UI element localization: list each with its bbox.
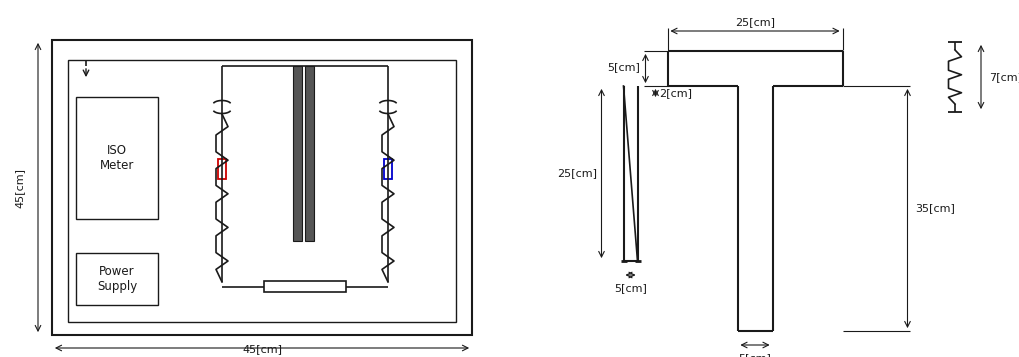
Text: 25[cm]: 25[cm] — [735, 17, 774, 27]
Text: 45[cm]: 45[cm] — [242, 344, 281, 354]
Text: 45[cm]: 45[cm] — [15, 167, 25, 207]
Bar — [293, 66, 303, 241]
Bar — [76, 97, 158, 219]
Text: 35[cm]: 35[cm] — [915, 203, 955, 213]
Text: 25[cm]: 25[cm] — [557, 169, 597, 178]
Text: 5[cm]: 5[cm] — [613, 283, 646, 293]
Bar — [264, 281, 345, 292]
Bar — [383, 159, 392, 179]
Text: ISO
Meter: ISO Meter — [100, 144, 135, 172]
Bar — [52, 40, 472, 335]
Bar — [68, 60, 455, 322]
Text: 5[cm]: 5[cm] — [607, 62, 640, 72]
Text: Power
Supply: Power Supply — [97, 265, 137, 293]
Text: 2[cm]: 2[cm] — [659, 88, 692, 98]
Bar — [76, 253, 158, 305]
Bar — [218, 159, 226, 179]
Bar — [305, 66, 313, 241]
Text: 7[cm]: 7[cm] — [988, 72, 1019, 82]
Text: 5[cm]: 5[cm] — [738, 353, 770, 357]
